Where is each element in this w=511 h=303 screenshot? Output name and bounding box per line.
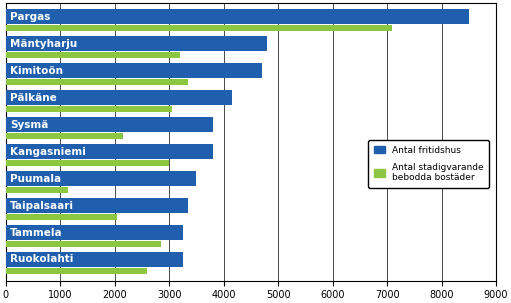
Text: Taipalsaari: Taipalsaari (10, 201, 74, 211)
Bar (6, 187, 68, 193)
Bar (6, 63, 262, 78)
Bar (6, 214, 118, 220)
Text: Pälkäne: Pälkäne (10, 93, 57, 103)
Bar (6, 252, 183, 267)
Bar (6, 25, 392, 31)
Bar (6, 144, 213, 159)
Text: Pargas: Pargas (10, 12, 51, 22)
Bar (6, 106, 172, 112)
Bar (6, 117, 213, 132)
Bar (6, 9, 469, 24)
Bar (6, 52, 180, 58)
Bar (6, 241, 161, 247)
Bar (6, 79, 188, 85)
Bar (6, 171, 196, 186)
Bar (6, 198, 188, 213)
Bar (6, 160, 169, 166)
Bar (6, 268, 148, 274)
Text: Puumala: Puumala (10, 174, 61, 184)
Text: Sysmä: Sysmä (10, 120, 49, 130)
Bar (6, 90, 232, 105)
Bar (6, 133, 123, 139)
Bar (6, 36, 267, 51)
Bar (6, 225, 183, 240)
Text: Kangasniemi: Kangasniemi (10, 147, 86, 157)
Text: Tammela: Tammela (10, 228, 63, 238)
Text: Mäntyharju: Mäntyharju (10, 39, 78, 49)
Text: Kimitоön: Kimitоön (10, 66, 63, 76)
Text: Ruokolahti: Ruokolahti (10, 255, 74, 265)
Legend: Antal fritidshus, Antal stadigvarande
bebodda bostäder: Antal fritidshus, Antal stadigvarande be… (368, 140, 489, 188)
